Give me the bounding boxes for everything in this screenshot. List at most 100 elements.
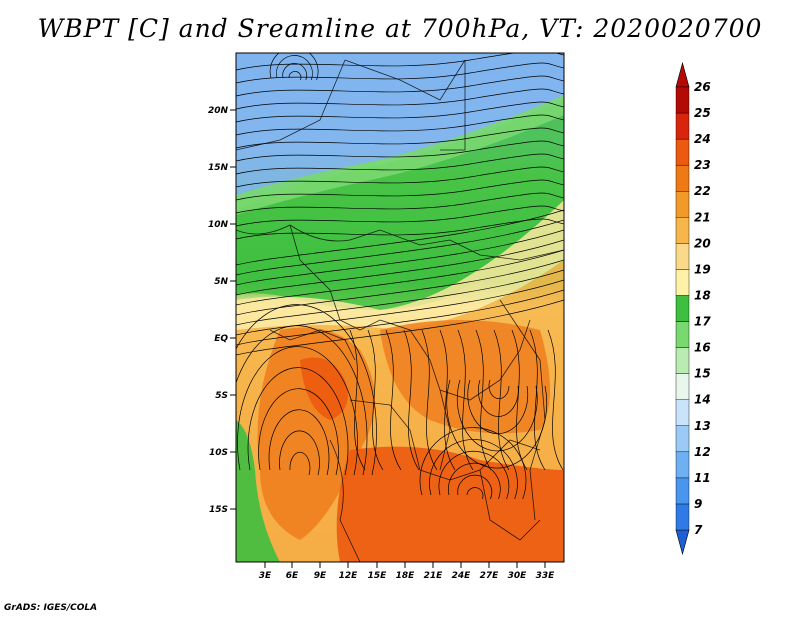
streamline [236, 299, 564, 356]
streamline [457, 474, 493, 500]
streamline [236, 153, 564, 175]
lon-label-24e: 24E [452, 571, 472, 581]
streamline [236, 62, 564, 84]
streamline [448, 462, 501, 500]
streamline [488, 379, 510, 400]
lon-tick: 27E [480, 562, 500, 581]
lon-label-3e: 3E [259, 571, 272, 581]
lon-label-6e: 6E [286, 571, 299, 581]
green-strip-southwest [236, 420, 280, 562]
colorbar-lower-arrow [675, 529, 690, 556]
streamline [236, 205, 564, 227]
streamline [236, 75, 564, 97]
lon-label-9e: 9E [314, 571, 327, 581]
lat-label-15n: 15N [208, 163, 229, 173]
streamline [236, 88, 564, 110]
streamline [236, 192, 564, 214]
streamline [439, 329, 456, 471]
streamline [493, 329, 510, 471]
lat-tick: 15S [209, 505, 236, 515]
streamline [279, 430, 320, 476]
streamline [269, 53, 319, 81]
streamline [236, 218, 564, 240]
streamline [236, 127, 564, 149]
colorbar-swatch [675, 217, 690, 244]
streamline [268, 409, 330, 476]
streamline [421, 329, 438, 471]
longitude-axis: 3E 6E 9E 12E 15E 18E 21E 24E 27E 30E 33E [259, 562, 555, 581]
streamline [236, 140, 564, 162]
lon-tick: 30E [508, 562, 527, 581]
streamline [236, 53, 564, 71]
yellow-band [236, 200, 564, 330]
light-green-band [236, 95, 564, 215]
streamline [276, 55, 313, 81]
streamline [236, 229, 564, 286]
colorbar-label: 26 [694, 80, 711, 94]
streamline [529, 329, 546, 471]
lon-label-12e: 12E [339, 571, 359, 581]
streamline [236, 114, 564, 136]
streamline [236, 101, 564, 123]
colorbar-swatch [675, 399, 690, 426]
streamline [282, 63, 308, 81]
colorbar-upper-arrow [675, 61, 690, 88]
streamline [236, 304, 377, 476]
streamline [367, 329, 384, 471]
colorbar-label: 24 [694, 132, 711, 146]
colorbar-swatch [675, 295, 690, 322]
colorbar-label: 22 [694, 184, 711, 198]
colorbar-swatch [675, 503, 690, 531]
streamline [466, 487, 484, 500]
lat-tick: 10S [209, 448, 236, 458]
lon-tick: 9E [314, 562, 327, 581]
colorbar-label: 17 [694, 315, 711, 329]
streamline [258, 388, 339, 476]
lon-tick: 6E [286, 562, 299, 581]
lat-label-5n: 5N [214, 277, 228, 287]
lat-tick: 10N [208, 220, 236, 230]
lat-label-10n: 10N [208, 220, 229, 230]
green-band [236, 100, 564, 310]
colorbar-swatch [675, 373, 690, 400]
colorbar-swatch [675, 112, 690, 140]
colorbar-label: 19 [694, 262, 711, 276]
streamline [247, 367, 349, 476]
colorbar-label: 14 [694, 393, 711, 407]
colorbar-label: 16 [694, 341, 711, 355]
map-area [236, 53, 564, 562]
colorbar-swatch [675, 425, 690, 453]
red-region-west [300, 357, 348, 420]
colorbar-label: 13 [694, 419, 711, 433]
streamline [236, 289, 564, 346]
lon-tick: 21E [424, 562, 443, 581]
colorbar-label: 18 [694, 288, 711, 302]
lat-label-eq: EQ [214, 334, 228, 344]
streamline [475, 329, 492, 471]
streamline [236, 249, 564, 306]
streamline [403, 329, 420, 471]
lon-label-33e: 33E [536, 571, 556, 581]
lon-label-15e: 15E [368, 571, 388, 581]
lat-label-15s: 15S [209, 505, 228, 515]
colorbar-label: 23 [694, 158, 711, 172]
colorbar-swatch [675, 191, 690, 218]
lat-tick: EQ [214, 334, 236, 344]
streamline [236, 325, 368, 476]
streamline [511, 329, 528, 471]
streamline [237, 346, 358, 476]
lon-tick: 12E [339, 562, 359, 581]
colorbar-label: 15 [694, 367, 711, 381]
streamline [547, 329, 564, 471]
streamline [457, 329, 474, 471]
colorbar-swatch [675, 164, 690, 192]
lon-tick: 15E [368, 562, 388, 581]
lat-tick: 15N [208, 163, 236, 173]
colorbar-swatch [675, 451, 690, 479]
lat-label-10s: 10S [209, 448, 228, 458]
streamline [236, 209, 564, 266]
lon-tick: 24E [452, 562, 472, 581]
footer-credit: GrADS: IGES/COLA [4, 603, 98, 613]
country-borders [236, 59, 564, 562]
lon-label-27e: 27E [480, 571, 500, 581]
